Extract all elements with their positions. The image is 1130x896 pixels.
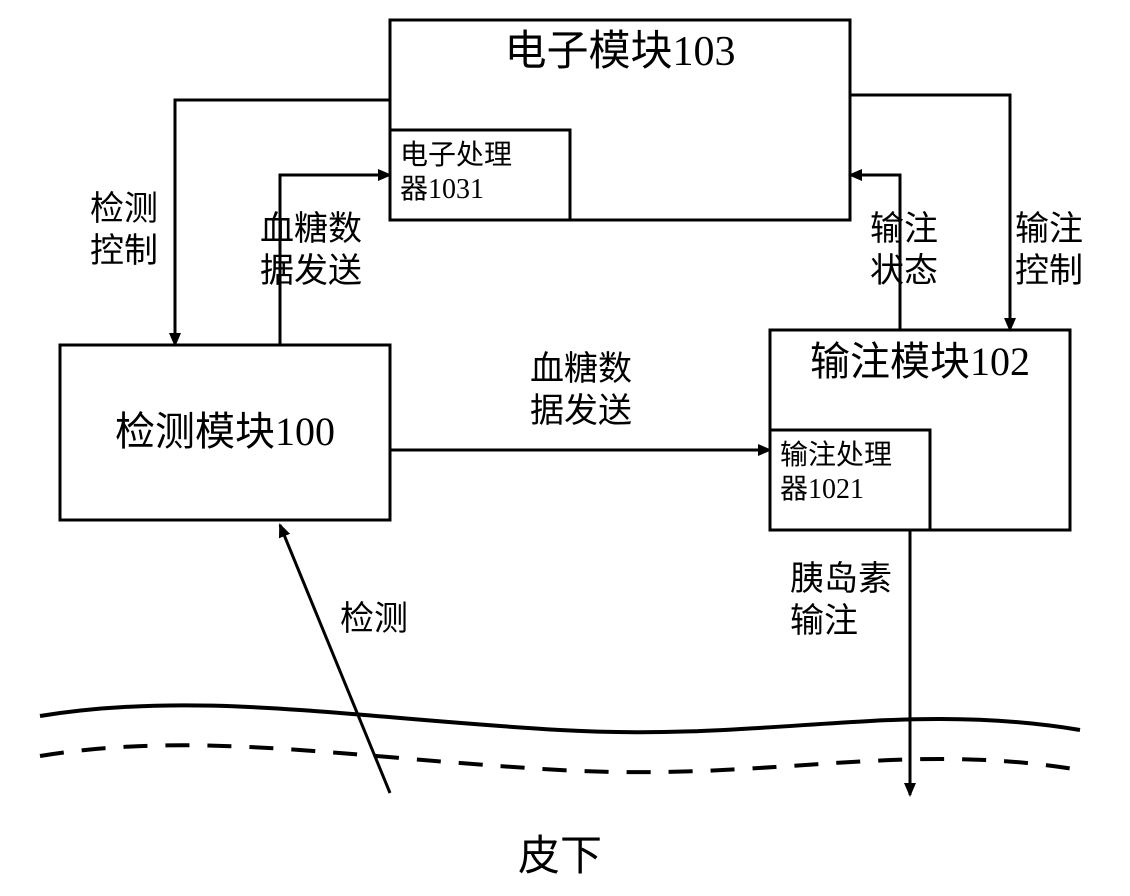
- skin-dashed-line: [40, 745, 1080, 772]
- labels-layer: 检测控制血糖数据发送输注状态输注控制血糖数据发送检测胰岛素输注皮下: [90, 190, 1083, 880]
- insulin_down-label: 胰岛素输注: [790, 560, 892, 640]
- detection_module-label: 检测模块100: [115, 409, 335, 454]
- infusion_module-label: 输注模块102: [810, 339, 1030, 384]
- infuse_status-label: 输注状态: [870, 210, 938, 290]
- skin-layer: [40, 705, 1080, 772]
- diagram-canvas: 电子模块103电子处理器1031检测模块100输注模块102输注处理器1021 …: [0, 0, 1130, 896]
- skin-label: 皮下: [518, 834, 602, 880]
- detect_control-label: 检测控制: [90, 190, 158, 270]
- skin-solid-line: [40, 705, 1080, 732]
- glucose_send_right-label: 血糖数据发送: [530, 350, 632, 430]
- detect_up-label: 检测: [340, 600, 408, 638]
- infuse_control-label: 输注控制: [1015, 210, 1083, 290]
- glucose_send_up-label: 血糖数据发送: [260, 210, 362, 290]
- electronic_module-label: 电子模块103: [504, 29, 735, 75]
